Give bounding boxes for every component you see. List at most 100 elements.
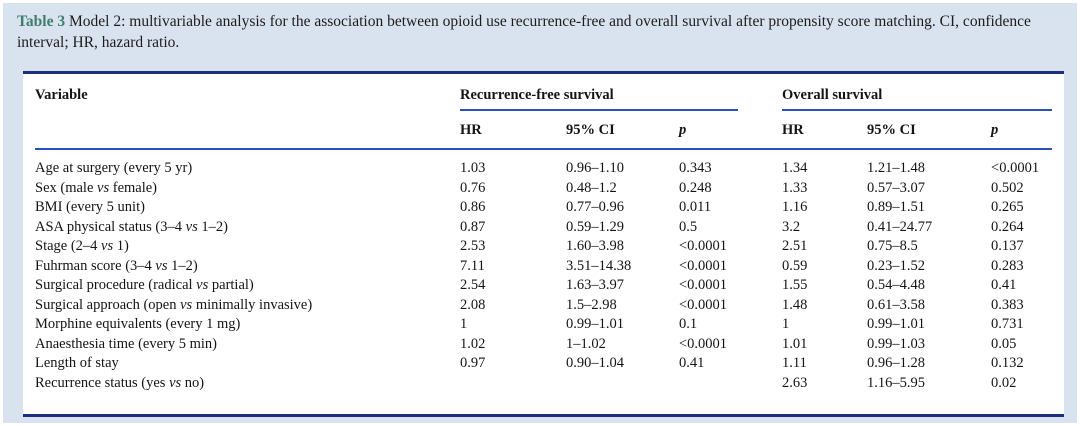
table-row: Morphine equivalents (every 1 mg) 1 0.99–1… [35,315,1052,335]
cell-variable: Age at surgery (every 5 yr) [35,160,193,176]
cell-rfs-hr: 0.76 [460,179,486,196]
cell-variable: BMI (every 5 unit) [35,199,145,215]
cell-variable: Sex (male vs female) [35,179,158,196]
table-body: Age at surgery (every 5 yr) 1.03 0.96–1.10… [35,149,1052,393]
cell-rfs-p: <0.0001 [679,238,728,254]
column-header-hr-rfs: HR [460,111,566,150]
table-row: Length of stay 0.97 0.90–1.04 0.41 1.11 0.96–… [35,354,1052,374]
cell-rfs-ci: 0.48–1.2 [566,179,617,196]
cell-rfs-hr: 1.02 [460,335,486,352]
table-row: Age at surgery (every 5 yr) 1.03 0.96–1.10… [35,149,1052,179]
cell-rfs-hr: 0.97 [460,355,486,371]
cell-os-hr: 2.51 [782,238,808,254]
cell-rfs-ci: 0.96–1.10 [566,160,624,176]
cell-os-hr: 1.16 [782,199,808,215]
group-header-label: Overall survival [782,87,883,103]
group-header-row: Variable Recurrence-free survival Overal… [35,74,1052,150]
cell-os-ci: 0.23–1.52 [867,257,926,274]
cell-os-ci: 0.75–8.5 [867,238,918,254]
cell-rfs-ci: 3.51–14.38 [566,257,632,274]
cell-variable: Morphine equivalents (every 1 mg) [35,316,241,332]
cell-os-p: 0.283 [991,257,1024,274]
group-underline [782,109,1052,111]
table-row: Fuhrman score (3–4 vs 1–2) 7.11 3.51–14.38… [35,257,1052,277]
cell-rfs-ci: 0.90–1.04 [566,355,624,371]
cell-rfs-p [679,374,782,394]
group-header-recurrence-free-survival: Recurrence-free survival [460,74,782,111]
cell-os-ci: 0.99–1.01 [867,316,926,332]
cell-os-hr: 1.01 [782,335,808,352]
cell-os-ci: 0.61–3.58 [867,296,926,313]
cell-os-ci: 0.96–1.28 [867,355,926,371]
cell-os-p: 0.265 [991,199,1024,215]
table-row: Anaesthesia time (every 5 min) 1.02 1–1.02… [35,335,1052,355]
cell-rfs-p: 0.248 [679,179,712,196]
page-background: Table 3 Model 2: multivariable analysis … [3,3,1077,423]
cell-rfs-ci: 1.60–3.98 [566,238,624,254]
cell-rfs-hr: 7.11 [460,257,485,274]
cell-rfs-p: 0.343 [679,160,712,176]
cell-rfs-p: 0.5 [679,218,698,235]
cell-os-p: 0.383 [991,296,1024,313]
cell-os-hr: 1.11 [782,355,807,371]
cell-os-hr: 1 [782,316,790,332]
cell-rfs-hr: 0.86 [460,199,486,215]
cell-os-p: 0.05 [991,335,1017,352]
sub-header-row: HR 95% CI p HR 95% CI p [35,111,1052,150]
cell-rfs-p: <0.0001 [679,277,728,293]
cell-rfs-ci: 0.59–1.29 [566,218,624,235]
table-row: Sex (male vs female) 0.76 0.48–1.2 0.248 1.3… [35,179,1052,199]
cell-variable: ASA physical status (3–4 vs 1–2) [35,218,228,235]
cell-rfs-p: <0.0001 [679,257,728,274]
cell-os-ci: 0.99–1.03 [867,335,926,352]
cell-os-p: 0.731 [991,316,1024,332]
cell-os-hr: 1.33 [782,179,808,196]
cell-rfs-ci [566,374,679,394]
cell-rfs-hr: 0.87 [460,218,486,235]
cell-variable: Fuhrman score (3–4 vs 1–2) [35,257,198,274]
table-row: Stage (2–4 vs 1) 2.53 1.60–3.98 <0.0001 2.51… [35,237,1052,257]
cell-rfs-p: 0.1 [679,316,698,332]
table-caption-text: Model 2: multivariable analysis for the … [17,13,1031,51]
cell-rfs-hr [460,374,566,394]
cell-rfs-hr: 2.53 [460,238,486,254]
cell-os-hr: 3.2 [782,218,801,235]
cell-variable: Length of stay [35,355,119,371]
cell-rfs-ci: 1.5–2.98 [566,296,617,313]
cell-os-p: <0.0001 [991,160,1040,176]
cell-os-ci: 0.57–3.07 [867,179,926,196]
cell-variable: Stage (2–4 vs 1) [35,238,129,254]
table-row: BMI (every 5 unit) 0.86 0.77–0.96 0.011 1.16… [35,198,1052,218]
column-header-hr-os: HR [782,111,868,150]
table-row: Recurrence status (yes vs no) 2.63 1.16–5.… [35,374,1052,394]
cell-os-hr: 1.48 [782,296,808,313]
group-underline [460,109,738,111]
cell-os-p: 0.132 [991,355,1024,371]
cell-os-p: 0.41 [991,277,1017,293]
column-header-variable: Variable [35,74,460,150]
column-header-ci-rfs: 95% CI [566,111,679,150]
cell-os-hr: 1.55 [782,277,808,293]
cell-rfs-hr: 1 [460,316,468,332]
cell-os-ci: 1.16–5.95 [867,374,926,391]
table-caption-label: Table 3 [17,13,66,30]
cell-rfs-ci: 1–1.02 [566,335,606,352]
cell-rfs-ci: 0.77–0.96 [566,199,624,215]
table-row: Surgical approach (open vs minimally inv… [35,296,1052,316]
cell-os-hr: 0.59 [782,257,808,274]
cell-os-hr: 1.34 [782,160,808,176]
cell-rfs-ci: 1.63–3.97 [566,277,624,293]
cell-os-p: 0.502 [991,179,1024,196]
cell-rfs-p: 0.41 [679,355,705,371]
cell-rfs-ci: 0.99–1.01 [566,316,624,332]
cell-variable: Anaesthesia time (every 5 min) [35,335,217,352]
cell-os-hr: 2.63 [782,374,808,391]
cell-variable: Surgical procedure (radical vs partial) [35,277,254,293]
cell-rfs-p: <0.0001 [679,335,728,352]
group-header-label: Recurrence-free survival [460,87,614,103]
cell-os-ci: 1.21–1.48 [867,160,926,176]
cell-variable: Recurrence status (yes vs no) [35,374,205,391]
cell-os-ci: 0.41–24.77 [867,218,933,235]
cell-rfs-hr: 2.08 [460,296,486,313]
cell-os-p: 0.137 [991,238,1024,254]
